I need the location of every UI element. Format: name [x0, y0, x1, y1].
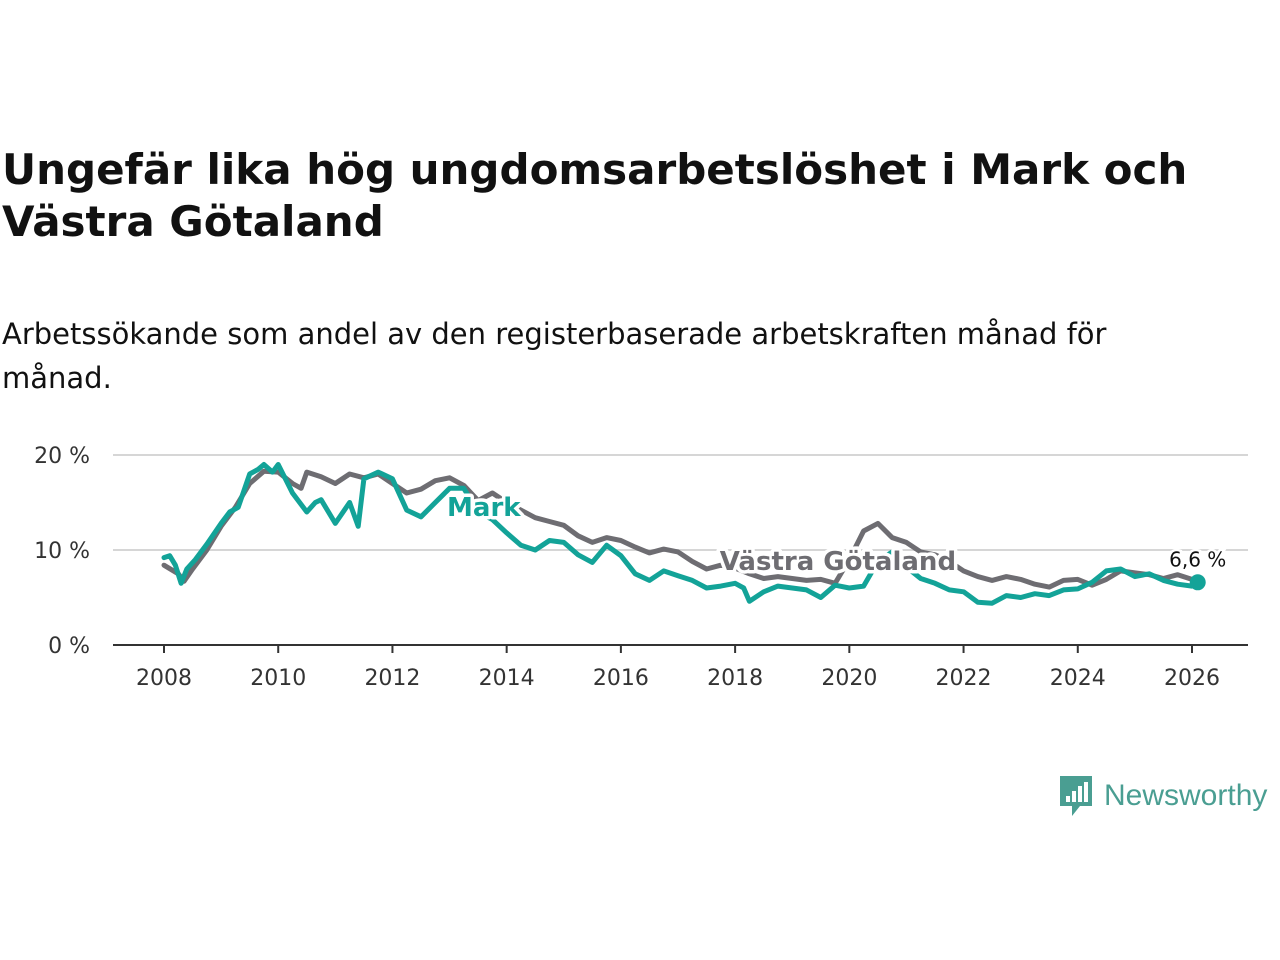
x-tick-label: 2020: [821, 666, 877, 691]
x-tick-label: 2016: [593, 666, 649, 691]
x-tick-label: 2026: [1164, 666, 1220, 691]
y-tick-label: 0 %: [48, 634, 90, 659]
series-lines: [161, 462, 1201, 606]
series-line-mark: [161, 462, 1201, 606]
newsworthy-brand: Newsworthy: [1058, 774, 1267, 818]
series-label-mark: Mark: [447, 493, 521, 523]
series-line-vastra: [161, 468, 1201, 590]
end-point-marker: [1189, 574, 1206, 591]
y-axis-ticks: 0 % 10 % 20 %: [34, 444, 90, 659]
x-tick-label: 2008: [136, 666, 192, 691]
y-tick-label: 20 %: [34, 444, 90, 469]
x-axis-ticks: 2008 2010 2012 2014 2016 2018 2020 2022 2024 2026: [136, 645, 1220, 691]
y-tick-label: 10 %: [34, 539, 90, 564]
x-tick-label: 2010: [250, 666, 306, 691]
gridlines: [113, 454, 1248, 646]
end-value-label: 6,6 %: [1169, 547, 1226, 571]
newsworthy-logo-icon: [1060, 776, 1092, 816]
x-tick-label: 2018: [707, 666, 763, 691]
chart-subtitle: Arbetssökande som andel av den registerb…: [2, 317, 1107, 395]
series-labels: Västra Götaland Mark 6,6 %: [444, 489, 1229, 591]
series-label-vastra-gotaland: Västra Götaland: [720, 547, 956, 577]
x-tick-label: 2024: [1050, 666, 1106, 691]
chart-title: Ungefär lika hög ungdomsarbetslöshet i M…: [2, 145, 1188, 246]
line-chart: 0 % 10 % 20 % 2008 2010 2012 2014 2016 2018 2020…: [34, 444, 1248, 691]
x-tick-label: 2012: [364, 666, 420, 691]
x-tick-label: 2022: [936, 666, 992, 691]
x-tick-label: 2014: [479, 666, 535, 691]
brand-name: Newsworthy: [1104, 779, 1268, 812]
